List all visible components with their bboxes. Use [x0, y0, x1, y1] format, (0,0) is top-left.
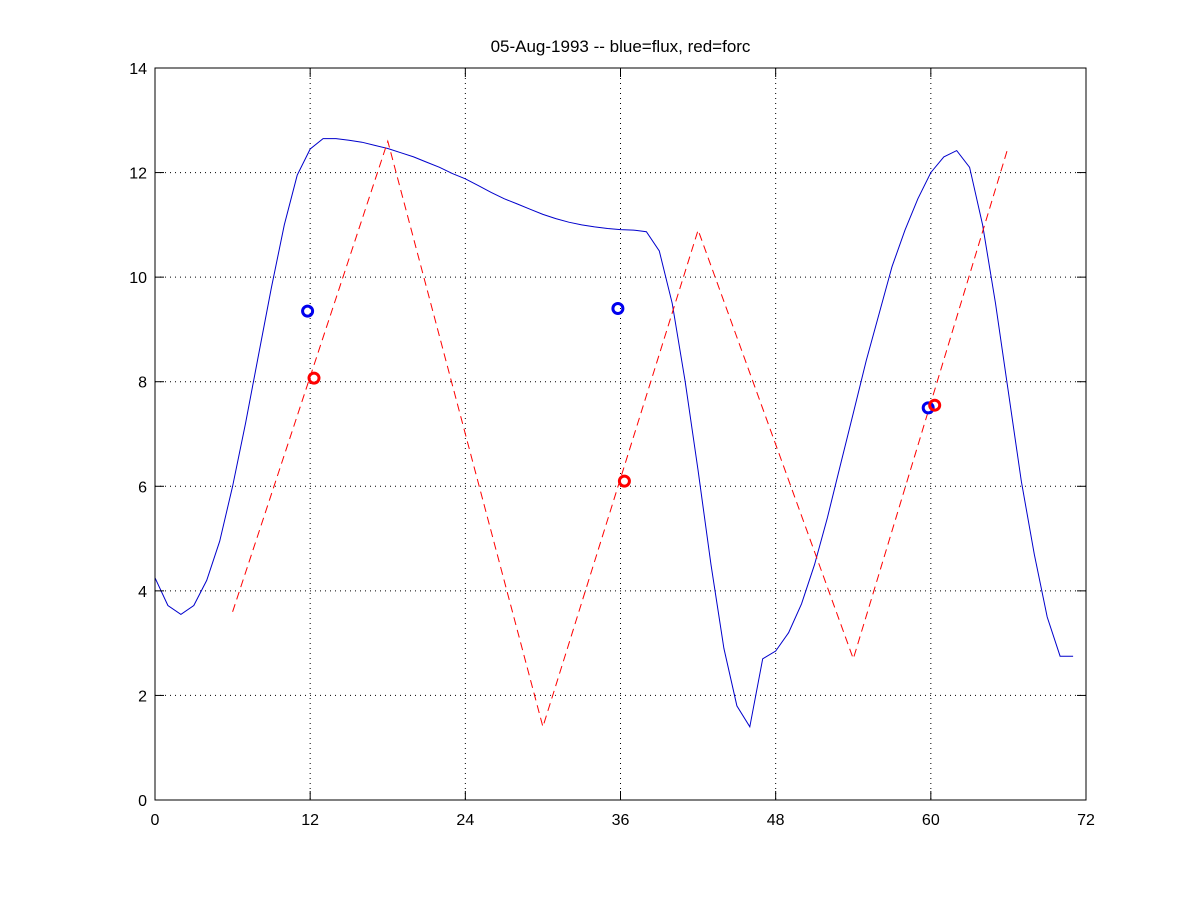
x-tick-label: 0 — [151, 812, 160, 829]
marker-layer — [301, 302, 942, 488]
x-tick-label: 24 — [456, 812, 474, 829]
y-tick-label: 8 — [138, 375, 147, 392]
y-tick-label: 6 — [138, 479, 147, 496]
flux-marker — [301, 304, 315, 318]
forc-marker — [617, 474, 631, 488]
x-tick-label: 36 — [612, 812, 630, 829]
x-tick-label: 12 — [301, 812, 319, 829]
flux-marker — [921, 401, 935, 415]
forc-marker — [307, 371, 321, 385]
x-tick-label: 72 — [1077, 812, 1095, 829]
y-tick-label: 10 — [129, 270, 147, 287]
grid — [155, 68, 1086, 800]
ticks — [154, 67, 1087, 801]
flux-series-line — [154, 138, 1074, 729]
flux-marker — [611, 302, 625, 315]
y-tick-label: 14 — [129, 61, 147, 78]
y-tick-label: 2 — [138, 688, 147, 705]
y-tick-label: 12 — [129, 166, 147, 183]
series-layer — [154, 138, 1074, 729]
forc-marker — [928, 398, 942, 412]
y-tick-label: 4 — [138, 584, 147, 601]
chart-title: 05-Aug-1993 -- blue=flux, red=forc — [491, 37, 751, 56]
y-tick-label: 0 — [138, 793, 147, 810]
x-tick-label: 60 — [922, 812, 940, 829]
x-tick-label: 48 — [767, 812, 785, 829]
